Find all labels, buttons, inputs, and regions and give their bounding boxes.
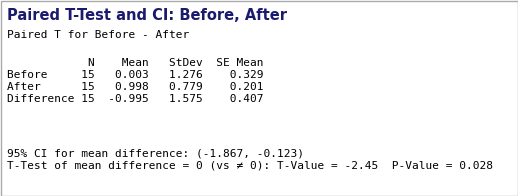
Text: Paired T-Test and CI: Before, After: Paired T-Test and CI: Before, After	[7, 8, 287, 23]
Text: N    Mean   StDev  SE Mean: N Mean StDev SE Mean	[7, 58, 264, 68]
Text: Difference 15  -0.995   1.575    0.407: Difference 15 -0.995 1.575 0.407	[7, 94, 264, 104]
Text: T-Test of mean difference = 0 (vs ≠ 0): T-Value = -2.45  P-Value = 0.028: T-Test of mean difference = 0 (vs ≠ 0): …	[7, 160, 493, 170]
Text: After      15   0.998   0.779    0.201: After 15 0.998 0.779 0.201	[7, 82, 264, 92]
Text: 95% CI for mean difference: (-1.867, -0.123): 95% CI for mean difference: (-1.867, -0.…	[7, 148, 304, 158]
Text: Before     15   0.003   1.276    0.329: Before 15 0.003 1.276 0.329	[7, 70, 264, 80]
Text: Paired T for Before - After: Paired T for Before - After	[7, 30, 189, 40]
